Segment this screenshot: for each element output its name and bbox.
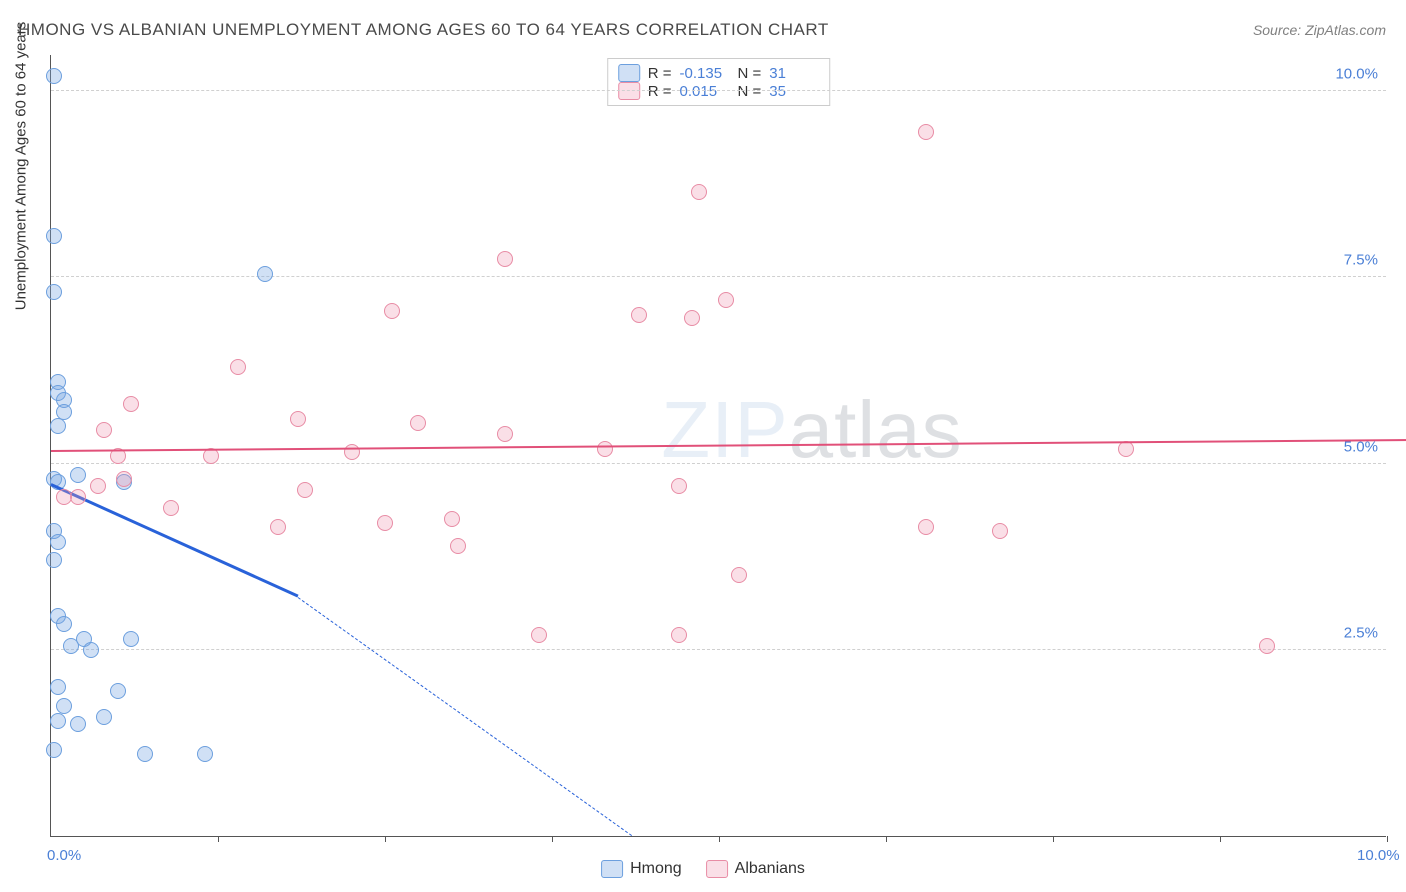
legend-label: Albanians [735,860,805,878]
data-point [56,489,72,505]
data-point [50,534,66,550]
x-tick [552,836,553,842]
legend-r-label: R = [648,65,672,82]
gridline [51,649,1386,650]
plot-area: Unemployment Among Ages 60 to 64 years Z… [50,55,1386,837]
data-point [123,396,139,412]
data-point [377,515,393,531]
data-point [918,519,934,535]
legend-item: Hmong [601,860,682,878]
data-point [297,482,313,498]
trend-line [298,597,633,836]
data-point [46,284,62,300]
data-point [83,642,99,658]
trend-line [51,439,1406,452]
data-point [56,616,72,632]
data-point [718,292,734,308]
data-point [90,478,106,494]
data-point [497,426,513,442]
data-point [671,627,687,643]
x-tick [1387,836,1388,842]
x-tick [719,836,720,842]
data-point [96,709,112,725]
data-point [444,511,460,527]
data-point [631,307,647,323]
source-attribution: Source: ZipAtlas.com [1253,22,1386,38]
data-point [70,467,86,483]
data-point [992,523,1008,539]
gridline [51,463,1386,464]
data-point [731,567,747,583]
x-tick-label: 10.0% [1357,847,1400,864]
data-point [671,478,687,494]
y-tick-label: 7.5% [1344,252,1378,269]
data-point [270,519,286,535]
data-point [497,251,513,267]
x-tick [218,836,219,842]
data-point [96,422,112,438]
data-point [50,713,66,729]
data-point [46,68,62,84]
data-point [46,742,62,758]
data-point [50,679,66,695]
x-tick [1053,836,1054,842]
data-point [123,631,139,647]
gridline [51,90,1386,91]
data-point [197,746,213,762]
data-point [70,716,86,732]
legend-item: Albanians [706,860,805,878]
data-point [531,627,547,643]
data-point [1259,638,1275,654]
data-point [684,310,700,326]
y-axis-title: Unemployment Among Ages 60 to 64 years [13,21,30,310]
data-point [450,538,466,554]
x-tick [886,836,887,842]
correlation-legend: R =-0.135N =31R =0.015N =35 [607,58,831,106]
data-point [230,359,246,375]
y-tick-label: 2.5% [1344,624,1378,641]
data-point [257,266,273,282]
legend-swatch [706,860,728,878]
y-tick-label: 10.0% [1335,66,1378,83]
legend-swatch [618,64,640,82]
data-point [290,411,306,427]
x-tick [1220,836,1221,842]
data-point [137,746,153,762]
x-tick-label: 0.0% [47,847,81,864]
data-point [46,228,62,244]
data-point [116,471,132,487]
data-point [384,303,400,319]
legend-n-value: 31 [769,65,819,82]
data-point [46,552,62,568]
series-legend: Hmong Albanians [601,860,805,878]
data-point [918,124,934,140]
data-point [597,441,613,457]
data-point [163,500,179,516]
data-point [110,683,126,699]
data-point [410,415,426,431]
x-tick [385,836,386,842]
legend-r-value: -0.135 [680,65,730,82]
data-point [50,418,66,434]
legend-swatch [601,860,623,878]
chart-title: HMONG VS ALBANIAN UNEMPLOYMENT AMONG AGE… [18,20,829,40]
legend-n-label: N = [738,65,762,82]
data-point [691,184,707,200]
data-point [63,638,79,654]
data-point [56,404,72,420]
data-point [56,698,72,714]
gridline [51,276,1386,277]
legend-row: R = -0.135 N = 31 [618,64,820,82]
legend-label: Hmong [630,860,682,878]
